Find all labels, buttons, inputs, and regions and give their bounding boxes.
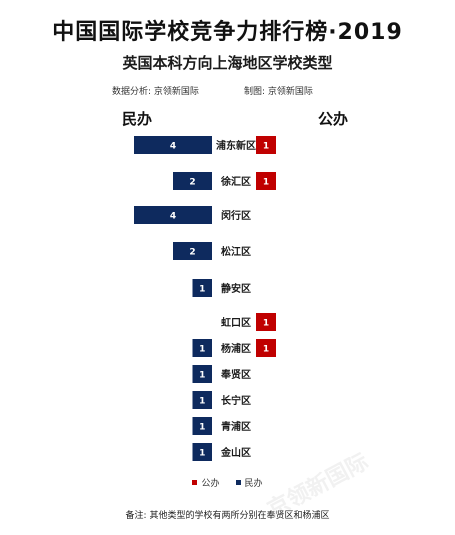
- public-bar: [256, 136, 276, 154]
- private-bar-value: 4: [170, 212, 176, 222]
- private-bar: [134, 136, 212, 154]
- public-bar: [256, 313, 276, 331]
- district-label: 徐汇区: [220, 175, 251, 188]
- private-bar-value: 1: [199, 285, 205, 295]
- public-bar: [256, 172, 276, 190]
- legend-swatch-public: [192, 480, 198, 485]
- chart-subtitle: 英国本科方向上海地区学校类型: [122, 54, 333, 72]
- footnote: 备注: 其他类型的学校有两所分别在奉贤区和杨浦区: [125, 511, 330, 521]
- private-bar: [192, 279, 212, 297]
- legend: 公办 民办: [0, 476, 455, 489]
- chart-producer: 制图: 京领新国际: [244, 87, 313, 97]
- private-bar: [192, 391, 212, 409]
- district-label: 闵行区: [221, 209, 251, 222]
- district-label: 浦东新区: [216, 139, 256, 152]
- right-series-heading: 公办: [318, 110, 349, 128]
- private-bar-value: 1: [199, 345, 205, 355]
- private-bar: [192, 443, 212, 461]
- private-bar: [192, 339, 212, 357]
- private-bar-value: 1: [199, 371, 205, 381]
- public-bar-value: 1: [263, 345, 269, 355]
- district-label: 奉贤区: [220, 368, 251, 381]
- legend-label-public: 公办: [201, 479, 220, 489]
- chart-title: 中国国际学校竞争力排行榜·2019: [52, 20, 403, 45]
- district-label: 松江区: [221, 245, 251, 258]
- public-bar: [256, 339, 276, 357]
- private-bar: [192, 417, 212, 435]
- legend-item-private: 民办: [235, 476, 263, 489]
- private-bar-value: 2: [189, 248, 195, 258]
- district-label: 青浦区: [221, 420, 251, 433]
- private-bar: [173, 172, 212, 190]
- public-bar-value: 1: [263, 178, 269, 188]
- private-bar-value: 1: [199, 423, 205, 433]
- data-source: 数据分析: 京领新国际: [112, 87, 199, 97]
- private-bar-value: 2: [189, 178, 195, 188]
- private-bar: [134, 206, 212, 224]
- district-label: 杨浦区: [221, 342, 251, 355]
- legend-item-public: 公办: [192, 476, 220, 489]
- district-label: 金山区: [220, 446, 251, 459]
- private-bar: [192, 365, 212, 383]
- private-bar-value: 1: [199, 397, 205, 407]
- district-label: 虹口区: [221, 316, 251, 329]
- private-bar: [173, 242, 212, 260]
- district-label: 静安区: [221, 282, 251, 295]
- public-bar-value: 1: [263, 319, 269, 329]
- private-bar-value: 4: [170, 142, 176, 152]
- left-series-heading: 民办: [122, 110, 153, 128]
- district-label: 长宁区: [221, 394, 251, 407]
- private-bar-value: 1: [199, 449, 205, 459]
- legend-swatch-private: [235, 480, 241, 485]
- public-bar-value: 1: [263, 142, 269, 152]
- legend-label-private: 民办: [244, 479, 263, 489]
